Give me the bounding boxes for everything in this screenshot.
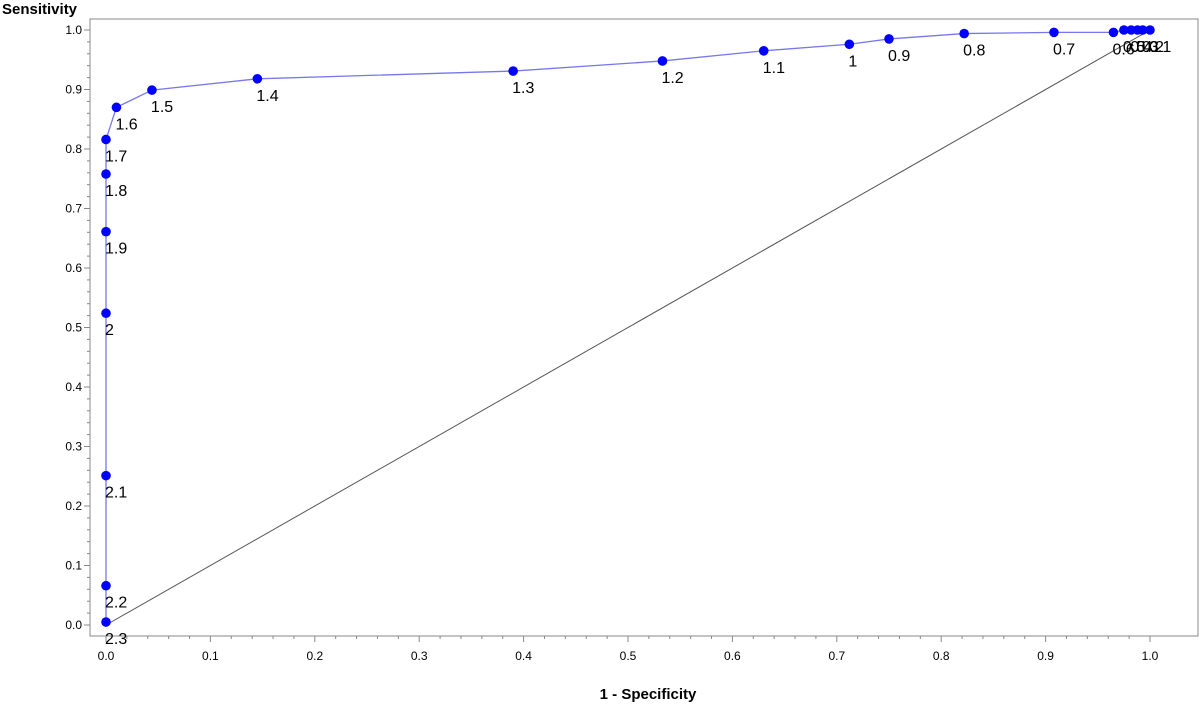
roc-point-label: 0.5 <box>1123 39 1145 56</box>
roc-point-label: 1.8 <box>105 183 127 200</box>
plot-frame <box>89 18 1199 637</box>
roc-point-label: 2.2 <box>105 595 127 612</box>
x-tick-label: 0.1 <box>202 649 219 663</box>
roc-point <box>101 308 111 319</box>
roc-point <box>101 134 111 145</box>
roc-point-label: 1.1 <box>763 60 785 77</box>
y-tick-label: 0.8 <box>65 142 82 156</box>
roc-point-label: 0.1 <box>1149 39 1171 56</box>
roc-point <box>844 39 855 50</box>
x-tick-label: 0.3 <box>411 649 428 663</box>
y-tick-label: 1.0 <box>65 23 82 37</box>
x-tick-label: 0.9 <box>1037 649 1054 663</box>
y-tick-label: 0.2 <box>65 499 82 513</box>
roc-point-label: 1.5 <box>151 99 173 116</box>
roc-point <box>959 28 969 39</box>
roc-point <box>101 580 111 591</box>
roc-point <box>101 470 111 481</box>
roc-point-label: 2 <box>105 322 114 339</box>
roc-point <box>111 102 122 113</box>
roc-point <box>101 617 111 627</box>
labels-layer: 2.3 2.2 2.1 2 1.9 1.8 1.7 1.6 1.5 1.4 1.3 1.2 1.1 1 0.… <box>105 39 1171 648</box>
y-tick-label: 0.6 <box>65 261 82 275</box>
y-tick-label: 0.7 <box>65 202 82 216</box>
x-tick-label: 0.0 <box>98 649 115 663</box>
roc-point <box>1145 25 1155 35</box>
roc-point <box>147 85 157 95</box>
x-axis-title: 1 - Specificity <box>600 686 697 703</box>
roc-point-label: 1.3 <box>512 80 534 97</box>
roc-point-label: 0.7 <box>1053 41 1075 58</box>
x-axis: 0.0 0.1 0.2 0.3 0.4 0.5 0.6 0.7 0.8 0.9 1.0 <box>98 636 1159 663</box>
roc-point <box>1049 27 1059 38</box>
roc-point <box>1108 27 1119 38</box>
roc-point <box>884 34 894 44</box>
roc-point-label: 2.1 <box>105 485 127 502</box>
y-axis-title: Sensitivity <box>2 1 78 18</box>
diagonal-layer <box>105 29 1151 626</box>
roc-point <box>101 169 111 179</box>
roc-point-label: 2.3 <box>105 631 127 648</box>
diagonal-reference-line <box>105 29 1151 626</box>
roc-point <box>758 46 769 56</box>
y-tick-label: 0.4 <box>65 380 82 394</box>
roc-point-label: 0.2 <box>1142 39 1164 56</box>
roc-point <box>1137 25 1148 35</box>
roc-point-label: 1.2 <box>661 70 683 87</box>
x-tick-label: 0.8 <box>933 649 950 663</box>
y-tick-label: 0.1 <box>65 559 82 573</box>
roc-point <box>508 66 518 76</box>
x-tick-label: 0.4 <box>515 649 532 663</box>
roc-point-label: 0.4 <box>1130 39 1152 56</box>
points-layer <box>101 25 1155 627</box>
roc-point <box>657 56 668 66</box>
roc-point-label: 1.9 <box>105 241 127 258</box>
y-tick-label: 0.3 <box>65 440 82 454</box>
roc-point-label: 0.9 <box>888 48 910 65</box>
roc-point-label: 1.4 <box>256 88 278 105</box>
roc-point <box>252 73 263 84</box>
x-tick-label: 0.2 <box>306 649 323 663</box>
roc-point-label: 0.8 <box>963 43 985 60</box>
roc-point-label: 0.3 <box>1136 39 1158 56</box>
roc-point <box>101 226 111 237</box>
x-tick-label: 1.0 <box>1142 649 1159 663</box>
y-axis: 0.0 0.1 0.2 0.3 0.4 0.5 0.6 0.7 0.8 0.9 1.0 <box>65 23 90 632</box>
x-tick-label: 0.7 <box>828 649 845 663</box>
y-tick-label: 0.0 <box>65 618 82 632</box>
y-tick-label: 0.9 <box>65 83 82 97</box>
x-tick-label: 0.6 <box>724 649 741 663</box>
x-tick-label: 0.5 <box>620 649 637 663</box>
roc-point-label: 1 <box>848 53 857 70</box>
roc-point-label: 0.6 <box>1112 41 1134 58</box>
roc-point-label: 1.7 <box>105 148 127 165</box>
y-tick-label: 0.5 <box>65 321 82 335</box>
roc-point-label: 1.6 <box>115 116 137 133</box>
roc-point <box>1119 25 1129 35</box>
